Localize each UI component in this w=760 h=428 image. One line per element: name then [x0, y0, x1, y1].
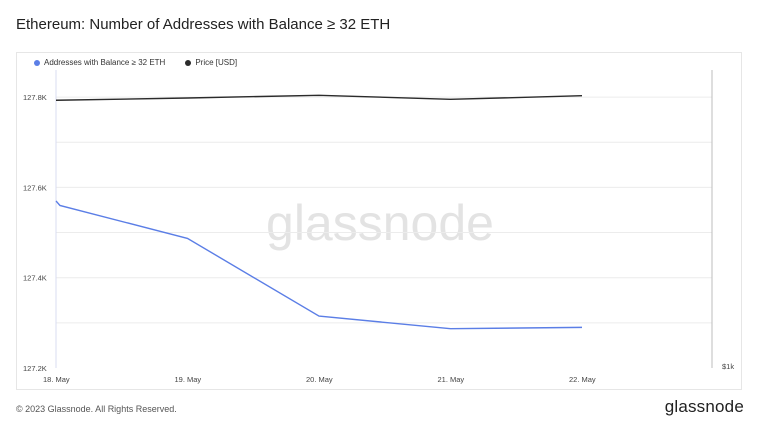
series-line-price	[55, 94, 583, 101]
x-tick-label: 19. May	[175, 375, 202, 384]
x-tick-label: 22. May	[569, 375, 596, 384]
legend: Addresses with Balance ≥ 32 ETH Price [U…	[34, 58, 237, 67]
legend-item-addresses[interactable]: Addresses with Balance ≥ 32 ETH	[34, 58, 165, 67]
y-tick-label: 127.8K	[23, 93, 47, 102]
watermark-text: glassnode	[266, 195, 494, 251]
x-tick-label: 21. May	[438, 375, 465, 384]
y-tick-label: 127.6K	[23, 183, 47, 192]
y-tick-label: 127.2K	[23, 364, 47, 373]
copyright-text: © 2023 Glassnode. All Rights Reserved.	[16, 404, 177, 414]
legend-dot-addresses	[34, 59, 40, 66]
y-tick-label: 127.4K	[23, 274, 47, 283]
legend-label-addresses: Addresses with Balance ≥ 32 ETH	[44, 58, 166, 67]
x-tick-label: 20. May	[306, 375, 333, 384]
x-tick-label: 18. May	[43, 375, 70, 384]
y-right-tick-label: $1k	[722, 362, 734, 371]
chart-panel	[16, 52, 742, 390]
legend-dot-price	[185, 59, 192, 66]
series-line-addresses	[55, 200, 583, 330]
chart-title: Ethereum: Number of Addresses with Balan…	[16, 16, 391, 33]
legend-item-price[interactable]: Price [USD]	[185, 58, 237, 67]
legend-label-price: Price [USD]	[195, 58, 238, 67]
brand-logo[interactable]: glassnode	[664, 397, 744, 416]
